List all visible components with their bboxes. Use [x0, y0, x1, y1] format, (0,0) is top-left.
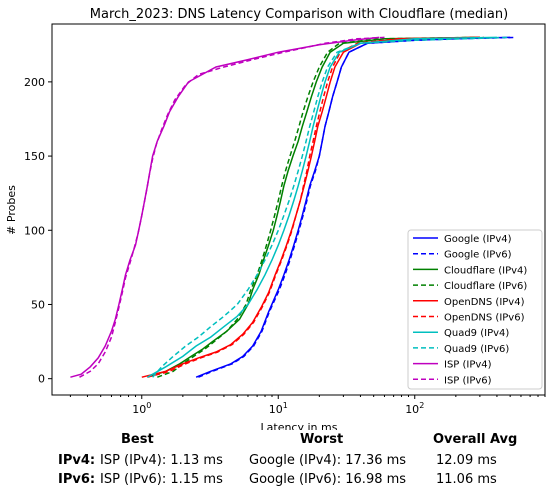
- legend-label-cloudflare-ipv4: Cloudflare (IPv4): [444, 265, 527, 276]
- legend-label-isp-ipv4: ISP (IPv4): [444, 360, 492, 371]
- x-axis-label: Latency in ms: [261, 421, 338, 430]
- header-best: Best: [121, 432, 154, 447]
- row-label-ipv4-text: IPv4: [58, 453, 90, 468]
- x-tick-label: 100: [132, 401, 151, 416]
- x-tick-label: 102: [405, 401, 424, 416]
- legend-label-cloudflare-ipv6: Cloudflare (IPv6): [444, 281, 527, 292]
- avg-ipv4: 12.09 ms: [436, 453, 497, 468]
- legend-box: [407, 229, 543, 390]
- legend-label-quad9-ipv4: Quad9 (IPv4): [444, 328, 509, 339]
- worst-ipv4: Google (IPv4): 17.36 ms: [249, 453, 407, 468]
- row-label-ipv4-sep: :: [89, 453, 96, 468]
- x-tick-label: 101: [269, 401, 288, 416]
- y-tick-label: 0: [38, 373, 45, 386]
- series-line-cloudflare-ipv4: [147, 36, 480, 378]
- series-line-cloudflare-ipv6: [157, 36, 476, 378]
- best-ipv4: ISP (IPv4): 1.13 ms: [100, 453, 223, 468]
- header-worst: Worst: [300, 432, 344, 447]
- y-tick-label: 150: [24, 150, 45, 163]
- y-tick-label: 100: [24, 224, 45, 237]
- series-line-isp-ipv6: [79, 36, 385, 378]
- legend-label-opendns-ipv4: OpenDNS (IPv4): [444, 297, 525, 308]
- legend-label-google-ipv6: Google (IPv6): [444, 250, 512, 261]
- chart-title: March_2023: DNS Latency Comparison with …: [90, 7, 508, 22]
- series-line-quad9-ipv4: [147, 36, 497, 378]
- legend-label-google-ipv4: Google (IPv4): [444, 234, 512, 245]
- worst-ipv6: Google (IPv6): 16.98 ms: [249, 472, 407, 487]
- legend-label-isp-ipv6: ISP (IPv6): [444, 375, 492, 386]
- row-label-ipv6-text: IPv6: [58, 472, 90, 487]
- series-line-quad9-ipv6: [152, 36, 508, 378]
- row-label-ipv4: IPv4:: [58, 453, 95, 468]
- x-axis-ticks: 100 101 102: [69, 395, 546, 416]
- y-axis-label: # Probes: [5, 185, 18, 235]
- latency-chart: March_2023: DNS Latency Comparison with …: [5, 7, 546, 430]
- series-lines: [70, 36, 516, 378]
- row-label-ipv6: IPv6:: [58, 472, 95, 487]
- legend-label-quad9-ipv6: Quad9 (IPv6): [444, 344, 509, 355]
- row-label-ipv6-sep: :: [89, 472, 96, 487]
- series-line-google-ipv6: [198, 36, 516, 378]
- best-ipv6: ISP (IPv6): 1.15 ms: [100, 472, 223, 487]
- legend: Google (IPv4) Google (IPv6) Cloudflare (IP…: [407, 229, 543, 390]
- header-overall-avg: Overall Avg: [433, 432, 518, 447]
- y-tick-label: 200: [24, 76, 45, 89]
- avg-ipv6: 11.06 ms: [436, 472, 497, 487]
- y-axis-ticks: 0 50 100 150 200: [24, 76, 52, 386]
- series-line-opendns-ipv6: [147, 36, 484, 378]
- y-tick-label: 50: [31, 298, 45, 311]
- legend-label-opendns-ipv6: OpenDNS (IPv6): [444, 313, 525, 324]
